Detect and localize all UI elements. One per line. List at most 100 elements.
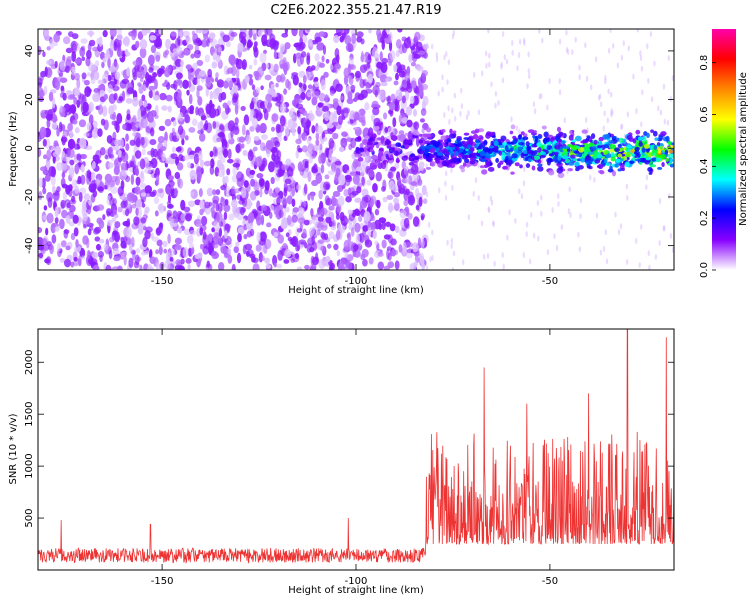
noise-cell [238, 31, 244, 43]
noise-cell [292, 207, 300, 213]
noise-cell [226, 100, 232, 106]
noise-cell [305, 69, 311, 81]
noise-cell [97, 79, 104, 85]
signal-cell [452, 132, 457, 139]
noise-cell [51, 121, 58, 130]
noise-cell [89, 30, 93, 38]
noise-cell [74, 72, 80, 81]
signal-cell [449, 162, 456, 169]
noise-cell [129, 244, 133, 252]
signal-cell [632, 138, 637, 144]
noise-cell [40, 70, 47, 78]
noise-cell [132, 71, 138, 81]
noise-cell [222, 176, 226, 185]
noise-cell [132, 96, 139, 107]
streak-cell [614, 211, 617, 218]
noise-cell [297, 217, 306, 224]
noise-cell [244, 243, 253, 251]
streak-cell [627, 45, 630, 52]
noise-cell [256, 172, 264, 179]
streak-cell [622, 40, 625, 47]
noise-cell [223, 80, 229, 89]
streak-cell [435, 56, 439, 63]
streak-cell [566, 48, 570, 55]
noise-cell [177, 265, 185, 270]
noise-cell [355, 210, 362, 217]
noise-cell [249, 113, 254, 122]
noise-cell [65, 47, 73, 54]
noise-cell [51, 185, 56, 194]
noise-cell [404, 73, 411, 81]
noise-cell [249, 191, 257, 201]
noise-cell [407, 130, 415, 141]
noise-cell [372, 106, 380, 116]
signal-cell [479, 150, 486, 157]
noise-cell [297, 161, 303, 172]
noise-cell [116, 98, 123, 104]
noise-cell [162, 240, 168, 248]
noise-cell [123, 35, 131, 47]
noise-cell [259, 52, 267, 64]
streak-cell [532, 101, 536, 108]
noise-cell [363, 194, 372, 203]
noise-cell [265, 93, 273, 103]
noise-cell [228, 80, 234, 89]
streak-cell [528, 73, 531, 80]
noise-cell [122, 123, 127, 130]
noise-cell [86, 249, 91, 260]
signal-cell [537, 166, 544, 172]
noise-cell [180, 258, 185, 265]
noise-cell [396, 67, 403, 74]
signal-cell [605, 162, 611, 167]
noise-cell [43, 85, 48, 95]
noise-cell [151, 72, 158, 78]
noise-cell [249, 102, 255, 110]
noise-cell [177, 227, 183, 234]
noise-cell [102, 73, 109, 84]
noise-cell [47, 197, 53, 209]
signal-cell [512, 139, 517, 145]
signal-cell [624, 161, 630, 168]
streak-cell [604, 78, 607, 85]
streak-cell [447, 105, 450, 112]
noise-cell [199, 227, 204, 236]
noise-cell [167, 203, 174, 209]
noise-cell [257, 29, 263, 37]
noise-cell [340, 109, 345, 117]
noise-cell [213, 220, 221, 232]
noise-cell [336, 184, 344, 193]
signal-cell [526, 146, 530, 151]
noise-cell [155, 174, 160, 183]
colorbar-tick-label: 0.8 [699, 55, 710, 71]
noise-cell [406, 252, 413, 259]
streak-cell [465, 114, 469, 121]
signal-cell [534, 155, 540, 161]
signal-cell [408, 162, 415, 166]
signal-cell [573, 158, 578, 162]
noise-cell [317, 216, 324, 222]
signal-cell [580, 157, 586, 163]
noise-cell [398, 244, 403, 253]
noise-cell [189, 229, 197, 236]
noise-cell [126, 67, 131, 77]
noise-cell [125, 98, 133, 104]
colorbar-gradient [712, 29, 736, 270]
noise-cell [149, 256, 156, 264]
noise-cell [90, 193, 96, 203]
signal-cell [487, 148, 493, 155]
noise-cell [359, 200, 368, 209]
noise-cell [42, 237, 48, 248]
streak-cell [425, 42, 429, 49]
noise-cell [335, 83, 343, 92]
noise-cell [79, 46, 86, 58]
noise-cell [270, 83, 275, 89]
noise-cell [155, 249, 160, 255]
noise-cell [149, 248, 153, 257]
noise-cell [408, 53, 413, 63]
noise-cell [343, 29, 350, 35]
noise-cell [247, 39, 252, 49]
noise-cell [112, 247, 120, 255]
noise-cell [281, 196, 288, 205]
noise-cell [374, 240, 379, 246]
signal-cell [575, 167, 580, 172]
